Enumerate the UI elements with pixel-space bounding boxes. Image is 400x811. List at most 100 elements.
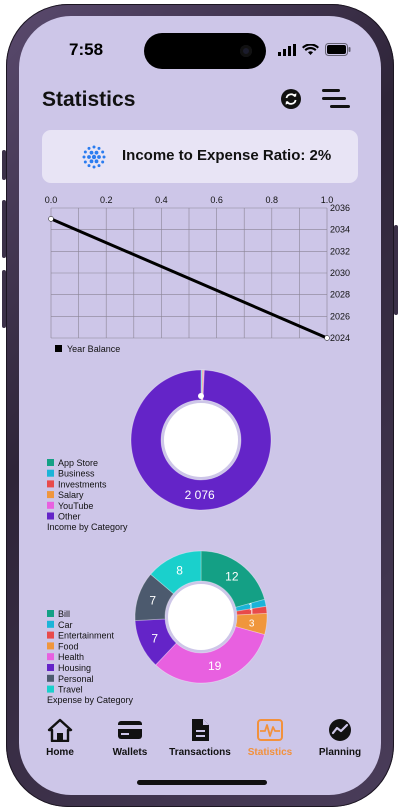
chart-title: Income by Category xyxy=(47,522,128,532)
tab-wallets[interactable]: Wallets xyxy=(95,718,165,758)
dot-icon xyxy=(101,150,105,154)
expense-donut-chart: 1211319778BillCarEntertainmentFoodHealth… xyxy=(47,550,268,705)
ratio-text: Income to Expense Ratio: 2% xyxy=(122,147,332,164)
slice-value: 1 xyxy=(249,607,255,618)
status-icons xyxy=(278,43,351,56)
card-icon xyxy=(117,718,143,742)
legend-label: Housing xyxy=(58,663,91,673)
menu-button[interactable] xyxy=(322,89,350,109)
dot-icon xyxy=(87,155,91,159)
tab-planning[interactable]: Planning xyxy=(305,718,375,758)
x-tick-label: 0.0 xyxy=(45,195,58,205)
legend-swatch xyxy=(47,610,54,617)
tab-transactions[interactable]: Transactions xyxy=(165,718,235,758)
legend-swatch xyxy=(47,512,54,520)
refresh-icon xyxy=(285,93,297,105)
tab-bar: Home Wallets Transactions Statistics Plannin… xyxy=(19,716,381,795)
dot-icon xyxy=(82,155,86,159)
slice-value: 7 xyxy=(149,594,156,608)
legend-swatch xyxy=(47,685,54,693)
home-indicator xyxy=(137,780,267,785)
y-tick-label: 2024 xyxy=(330,333,350,343)
legend-swatch xyxy=(47,501,54,509)
donut-slice-youtube xyxy=(202,369,205,401)
dots-circle-icon xyxy=(82,145,106,169)
tab-label: Transactions xyxy=(169,747,231,758)
dot-icon xyxy=(91,154,97,160)
legend-swatch xyxy=(47,459,54,466)
action-button xyxy=(2,150,6,180)
dot-icon xyxy=(97,155,101,159)
app-screen: 7:58 Statistics Income to Expense Ratio:… xyxy=(19,16,381,795)
menu-line-icon xyxy=(322,97,346,100)
legend-label: Travel xyxy=(58,685,83,695)
legend-label: YouTube xyxy=(58,501,93,511)
wifi-icon xyxy=(302,43,319,55)
refresh-button[interactable] xyxy=(281,89,301,109)
donut-slice-health xyxy=(155,626,266,684)
legend-label: Car xyxy=(58,620,73,630)
power-button xyxy=(394,225,398,315)
slice-value: 8 xyxy=(176,564,183,578)
dot-icon xyxy=(94,150,99,155)
camera-icon xyxy=(240,45,252,57)
donut-slice-investments xyxy=(201,369,204,401)
menu-line-icon xyxy=(322,89,340,92)
legend-label: Food xyxy=(58,641,79,651)
legend-swatch xyxy=(47,642,54,650)
donut-hole xyxy=(164,403,238,477)
legend-label: Investments xyxy=(58,479,107,489)
small-marker xyxy=(198,393,204,399)
donut-slice-business xyxy=(200,369,203,401)
legend-label: Other xyxy=(58,512,81,522)
signal-icon xyxy=(278,43,296,56)
battery-icon xyxy=(325,43,351,56)
dot-icon xyxy=(83,160,87,164)
dot-icon xyxy=(97,146,101,150)
home-icon xyxy=(47,718,73,743)
dot-icon xyxy=(92,165,96,169)
dot-icon xyxy=(101,160,105,164)
chart-circle-icon xyxy=(327,718,353,742)
document-icon xyxy=(187,718,213,742)
dot-icon xyxy=(94,159,99,164)
slice-value: 1 xyxy=(248,602,254,613)
legend-swatch xyxy=(55,345,62,352)
year-balance-line xyxy=(50,217,328,340)
tab-label: Planning xyxy=(318,747,362,758)
donut-slice-salary xyxy=(201,369,204,401)
dot-icon xyxy=(102,155,106,159)
legend-swatch xyxy=(47,653,54,661)
y-tick-label: 2036 xyxy=(330,203,350,213)
legend-swatch xyxy=(47,491,54,499)
donut-slice-food xyxy=(235,613,268,636)
menu-line-icon xyxy=(330,105,350,108)
status-time: 7:58 xyxy=(69,40,104,59)
legend-label: Entertainment xyxy=(58,631,115,641)
legend-label: Year Balance xyxy=(67,344,120,354)
x-tick-label: 0.2 xyxy=(100,195,113,205)
tab-home[interactable]: Home xyxy=(25,718,95,758)
page-title: Statistics xyxy=(42,88,136,111)
x-tick-label: 1.0 xyxy=(321,195,334,205)
donut-slice-personal xyxy=(134,573,175,621)
dot-icon xyxy=(87,146,91,150)
legend-label: Salary xyxy=(58,490,84,500)
legend-swatch xyxy=(47,631,54,639)
slice-value: 3 xyxy=(249,619,255,630)
legend-swatch xyxy=(47,469,54,477)
y-tick-label: 2032 xyxy=(330,246,350,256)
slice-value: 2 076 xyxy=(185,488,215,502)
legend-swatch xyxy=(47,664,54,671)
data-point xyxy=(48,216,54,222)
legend-label: Bill xyxy=(58,609,70,619)
tab-label: Home xyxy=(46,747,74,758)
donut-slice-travel xyxy=(150,550,202,595)
tab-statistics[interactable]: Statistics xyxy=(235,718,305,758)
dot-icon xyxy=(92,145,96,149)
legend-swatch xyxy=(47,480,54,488)
y-tick-label: 2034 xyxy=(330,225,350,235)
